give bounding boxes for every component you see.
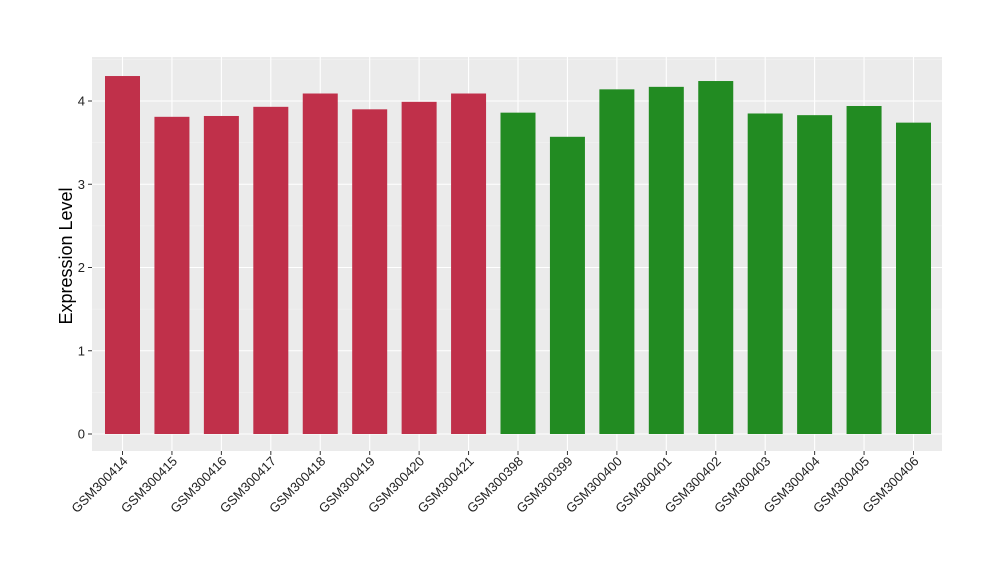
bar-GSM300416 <box>203 115 239 435</box>
y-tick-label: 3 <box>78 177 85 192</box>
y-tick-label: 2 <box>78 260 85 275</box>
y-axis-title: Expression Level <box>56 187 76 324</box>
bar-GSM300399 <box>549 136 585 435</box>
bar-GSM300400 <box>599 89 635 434</box>
bar-GSM300404 <box>797 115 833 434</box>
bar-GSM300414 <box>105 76 140 435</box>
y-tick-label: 0 <box>78 427 85 442</box>
bar-GSM300419 <box>352 109 388 434</box>
bar-GSM300417 <box>253 106 289 434</box>
bar-GSM300405 <box>846 105 882 435</box>
y-tick-label: 4 <box>78 94 85 109</box>
y-tick-label: 1 <box>78 343 85 358</box>
bar-GSM300398 <box>500 112 536 434</box>
bar-GSM300420 <box>401 101 437 435</box>
bar-GSM300406 <box>896 122 931 435</box>
bar-GSM300415 <box>154 116 190 434</box>
bar-GSM300401 <box>648 86 684 434</box>
bar-GSM300402 <box>698 81 734 435</box>
bar-GSM300421 <box>451 93 487 434</box>
bars <box>105 76 931 435</box>
bar-GSM300418 <box>302 93 338 434</box>
x-axis: GSM300414GSM300415GSM300416GSM300417GSM3… <box>68 451 922 516</box>
bar-GSM300403 <box>747 113 783 435</box>
y-axis: 0 1 2 3 4 <box>78 94 92 442</box>
